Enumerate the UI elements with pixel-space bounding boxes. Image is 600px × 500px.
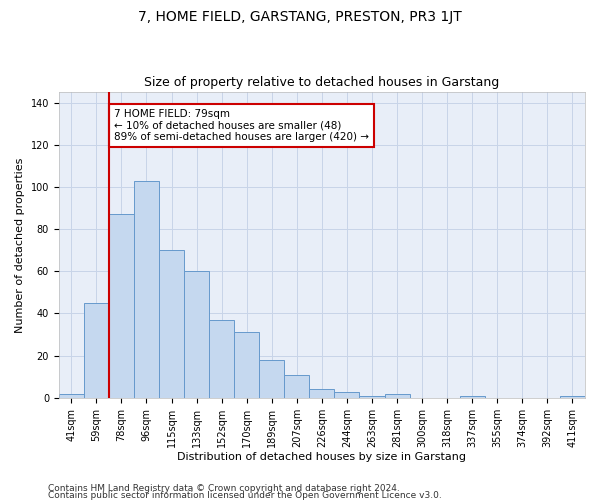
Bar <box>234 332 259 398</box>
Bar <box>59 394 84 398</box>
Bar <box>460 396 485 398</box>
Bar <box>134 180 159 398</box>
Text: Contains public sector information licensed under the Open Government Licence v3: Contains public sector information licen… <box>48 490 442 500</box>
Bar <box>84 303 109 398</box>
Bar <box>385 394 410 398</box>
Title: Size of property relative to detached houses in Garstang: Size of property relative to detached ho… <box>144 76 500 90</box>
X-axis label: Distribution of detached houses by size in Garstang: Distribution of detached houses by size … <box>178 452 466 462</box>
Bar <box>310 390 334 398</box>
Bar <box>359 396 385 398</box>
Bar <box>109 214 134 398</box>
Text: 7 HOME FIELD: 79sqm
← 10% of detached houses are smaller (48)
89% of semi-detach: 7 HOME FIELD: 79sqm ← 10% of detached ho… <box>114 109 369 142</box>
Bar <box>284 374 310 398</box>
Bar <box>259 360 284 398</box>
Text: 7, HOME FIELD, GARSTANG, PRESTON, PR3 1JT: 7, HOME FIELD, GARSTANG, PRESTON, PR3 1J… <box>138 10 462 24</box>
Bar <box>184 272 209 398</box>
Text: Contains HM Land Registry data © Crown copyright and database right 2024.: Contains HM Land Registry data © Crown c… <box>48 484 400 493</box>
Bar <box>560 396 585 398</box>
Bar <box>209 320 234 398</box>
Bar <box>159 250 184 398</box>
Bar <box>334 392 359 398</box>
Y-axis label: Number of detached properties: Number of detached properties <box>15 158 25 332</box>
